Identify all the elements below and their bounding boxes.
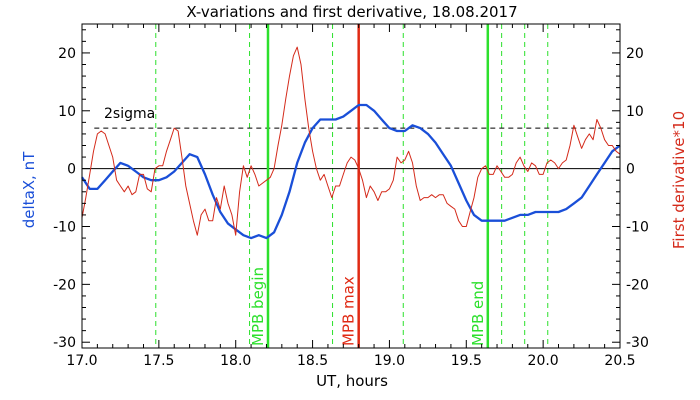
series-layer [81, 46, 621, 240]
derivative-series-line [81, 46, 621, 236]
x-tick-label: 20.5 [604, 353, 635, 369]
y-tick-label-left: 20 [58, 46, 76, 62]
x-tick-label: 18.5 [297, 353, 328, 369]
y-tick-label-right: 0 [626, 162, 635, 178]
x-tick-label: 17.5 [143, 353, 174, 369]
y-tick-label-right: -20 [626, 277, 649, 293]
y-tick-label-left: -10 [53, 220, 76, 236]
x-tick-label: 19.5 [451, 353, 482, 369]
x-axis-label: UT, hours [316, 372, 388, 390]
mpb-markers: MPB begin MPB max MPB end [249, 24, 490, 348]
x-tick-label: 18.0 [220, 353, 251, 369]
mpb-marker-label: MPB max [340, 276, 358, 346]
sigma-label: 2sigma [104, 106, 155, 122]
mpb-marker-label: MPB end [469, 281, 487, 346]
plot-area [82, 24, 620, 348]
y-tick-label-left: -20 [53, 277, 76, 293]
y-tick-label-left: -30 [53, 335, 76, 351]
y-axis-label-right: First derivative*10 [670, 111, 688, 249]
plot-background [82, 24, 620, 348]
mpb-marker-label: MPB begin [249, 267, 267, 346]
y-tick-label-right: -10 [626, 220, 649, 236]
deltax-series-line [81, 103, 621, 240]
y-tick-label-right: 10 [626, 104, 644, 120]
y-tick-label-left: 0 [67, 162, 76, 178]
y-axis-label-left: deltaX, nT [20, 151, 38, 228]
axes: -30 -30 -20 -20 -10 -10 0 0 10 10 20 20 17.0 17.5 18.0… [53, 23, 649, 369]
chart-title: X-variations and first derivative, 18.08… [186, 3, 517, 21]
plot-frame [81, 23, 621, 349]
x-tick-label: 19.0 [374, 353, 405, 369]
x-tick-label: 17.0 [66, 353, 97, 369]
x-tick-label: 20.0 [528, 353, 559, 369]
reference-lines [82, 24, 620, 348]
y-tick-label-right: 20 [626, 46, 644, 62]
y-tick-label-left: 10 [58, 104, 76, 120]
y-tick-label-right: -30 [626, 335, 649, 351]
